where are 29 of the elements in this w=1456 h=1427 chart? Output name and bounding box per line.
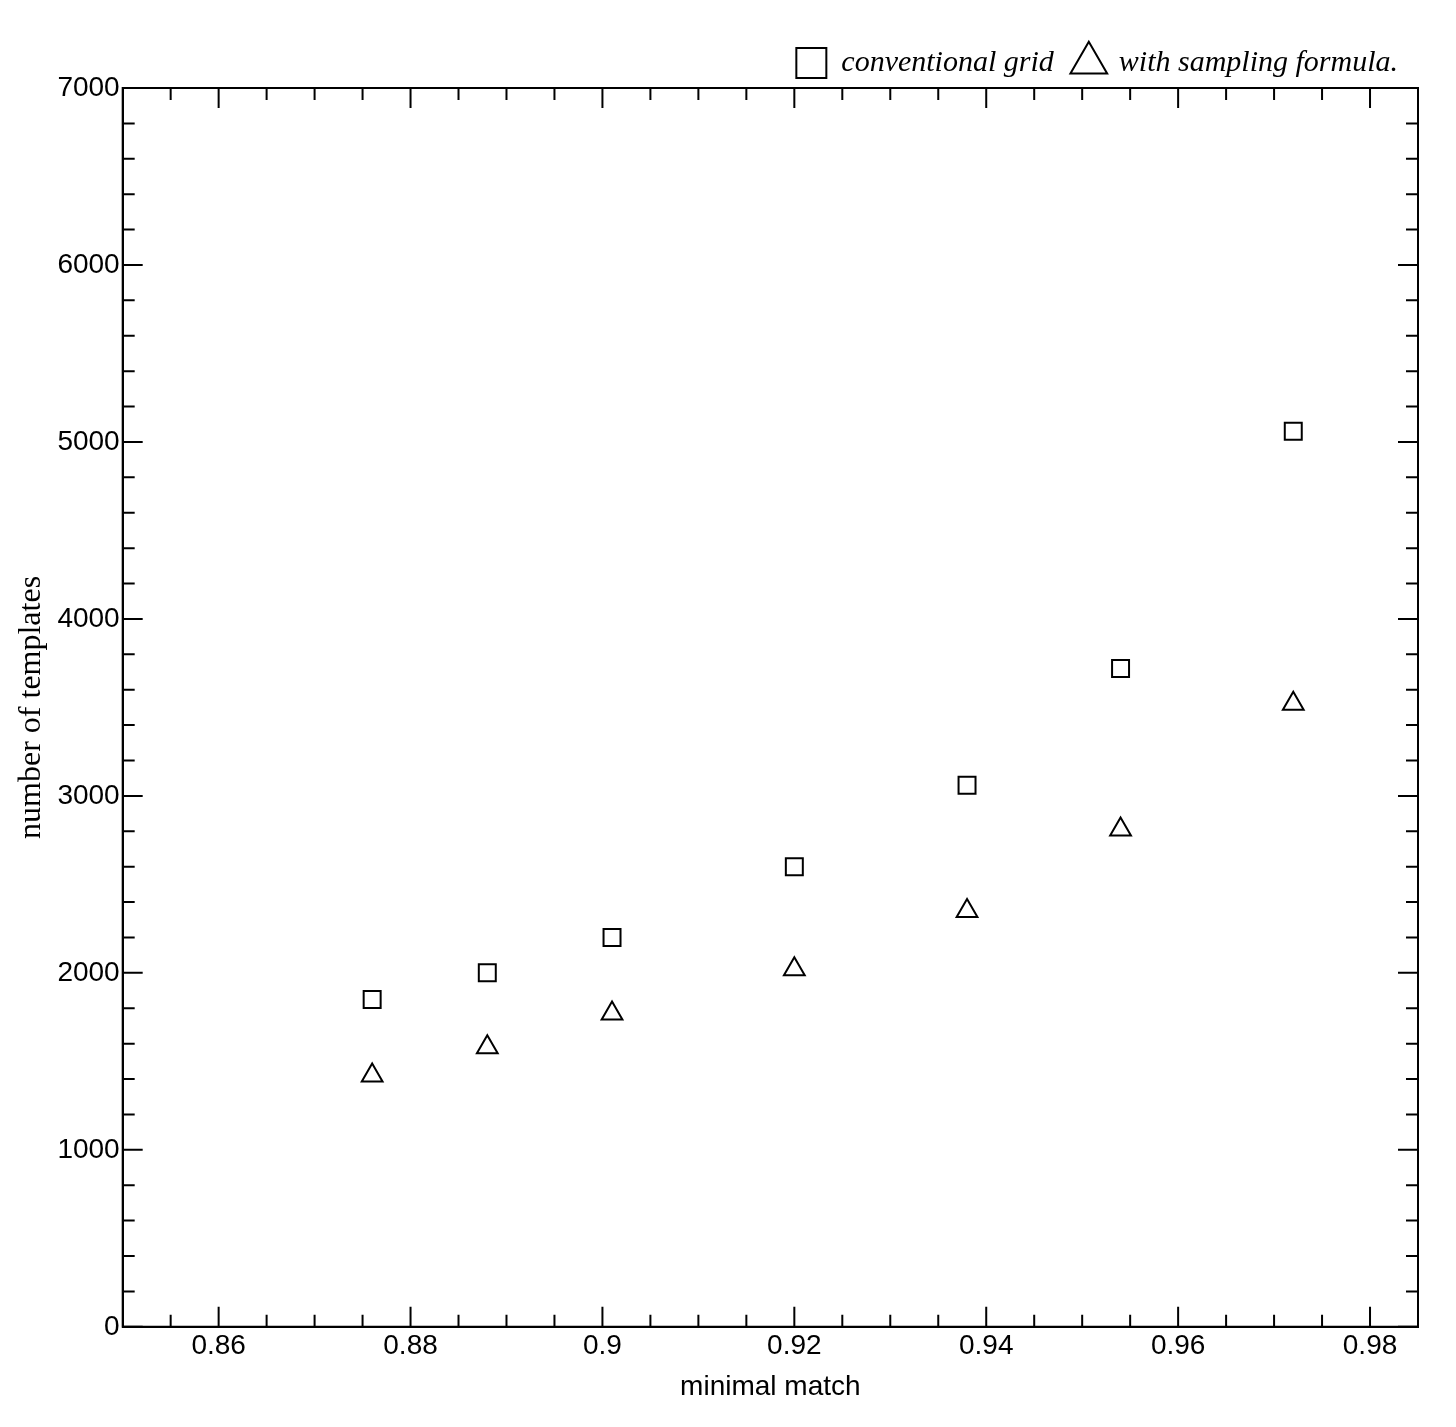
y-tick-label: 7000 <box>57 70 120 102</box>
point <box>475 1034 499 1055</box>
point <box>360 1062 384 1083</box>
x-tick-label: 0.9 <box>582 1329 622 1361</box>
point <box>1283 421 1303 441</box>
x-tick-label: 0.94 <box>958 1329 1014 1361</box>
legend-label: with sampling formula. <box>1118 43 1398 77</box>
x-tick-label: 0.86 <box>191 1329 246 1361</box>
y-tick-label: 1000 <box>57 1132 120 1164</box>
x-axis-title: minimal match <box>680 1369 861 1401</box>
y-axis-title: number of templates <box>10 575 47 839</box>
point <box>955 897 979 918</box>
y-tick-label: 5000 <box>57 424 120 456</box>
x-tick-label: 0.88 <box>383 1329 438 1361</box>
legend-label: conventional grid <box>841 43 1055 77</box>
x-tick-label: 0.92 <box>767 1329 822 1361</box>
y-tick-label: 2000 <box>57 955 120 987</box>
y-tick-label: 0 <box>104 1309 120 1341</box>
y-tick-label: 6000 <box>57 247 120 279</box>
point <box>600 1000 624 1021</box>
point <box>1109 816 1132 837</box>
point <box>1111 658 1131 678</box>
y-tick-label: 4000 <box>57 601 120 633</box>
point <box>782 956 806 977</box>
x-tick-label: 0.96 <box>1150 1329 1206 1361</box>
x-tick-label: 0.98 <box>1342 1329 1398 1361</box>
point <box>602 927 622 947</box>
point <box>957 775 977 795</box>
y-tick-label: 3000 <box>57 778 120 810</box>
